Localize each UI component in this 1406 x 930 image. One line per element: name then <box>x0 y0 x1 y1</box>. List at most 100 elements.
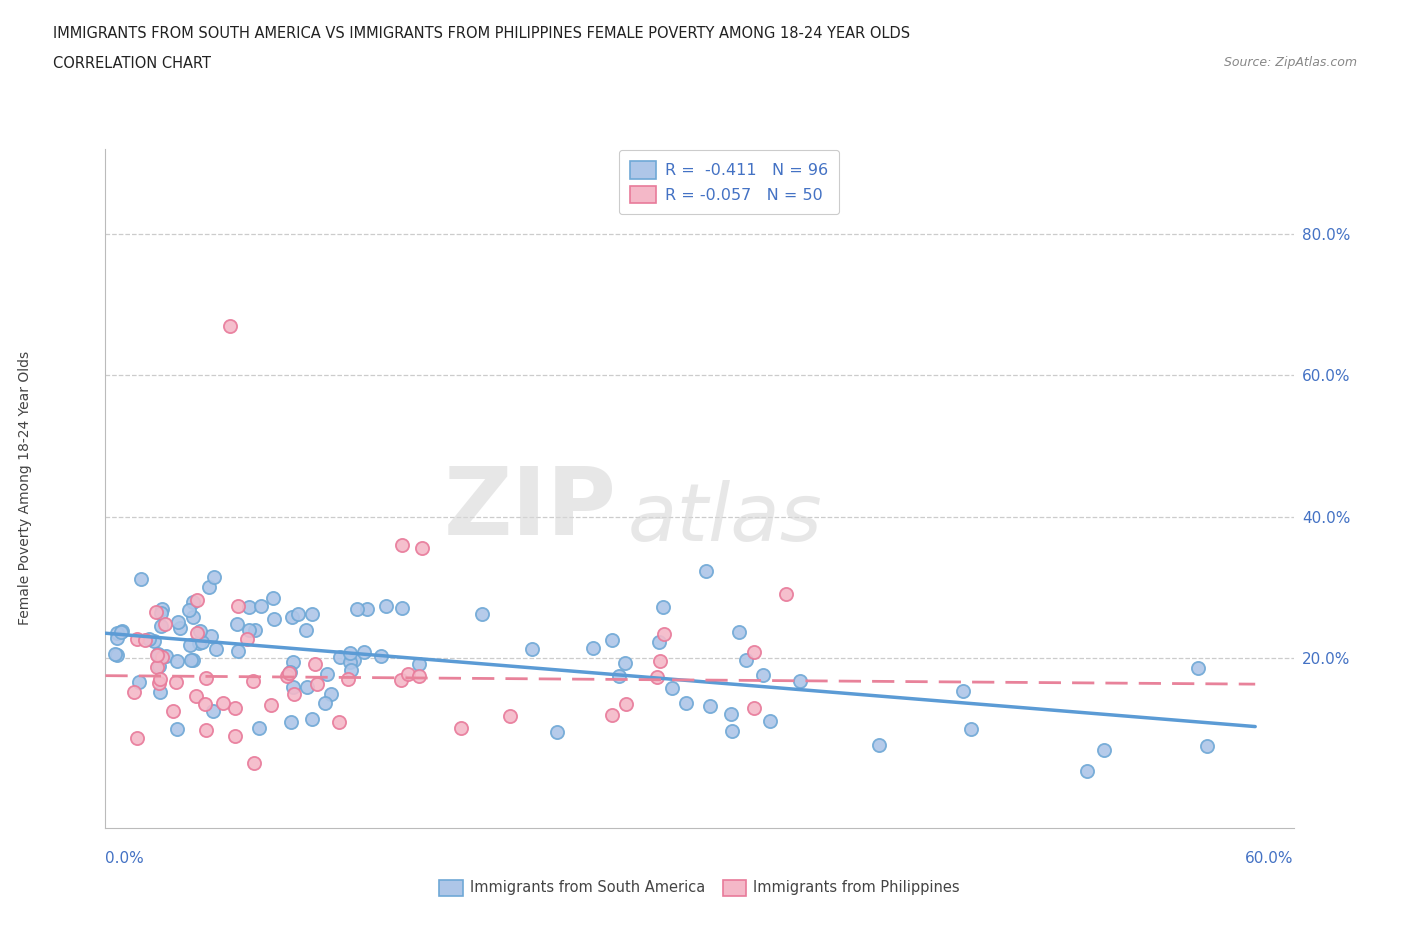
Point <box>127 731 149 746</box>
Point <box>225 617 247 631</box>
Point <box>188 623 211 638</box>
Point <box>148 671 170 686</box>
Point <box>759 713 782 728</box>
Point <box>278 666 301 681</box>
Point <box>391 538 413 552</box>
Point <box>245 622 267 637</box>
Point <box>150 605 173 620</box>
Point <box>600 707 623 722</box>
Point <box>952 684 974 698</box>
Point <box>868 737 890 752</box>
Text: IMMIGRANTS FROM SOUTH AMERICA VS IMMIGRANTS FROM PHILIPPINES FEMALE POVERTY AMON: IMMIGRANTS FROM SOUTH AMERICA VS IMMIGRA… <box>53 26 911 41</box>
Text: ZIP: ZIP <box>443 462 616 554</box>
Point <box>278 664 301 679</box>
Point <box>105 626 128 641</box>
Point <box>720 724 742 738</box>
Point <box>775 587 797 602</box>
Point <box>411 541 433 556</box>
Point <box>262 591 284 605</box>
Point <box>281 655 304 670</box>
Point <box>226 644 249 658</box>
Point <box>201 703 224 718</box>
Point <box>111 623 134 638</box>
Text: atlas: atlas <box>628 480 823 558</box>
Point <box>186 626 208 641</box>
Point <box>343 653 366 668</box>
Point <box>744 644 766 659</box>
Point <box>110 625 132 640</box>
Point <box>675 696 697 711</box>
Point <box>356 602 378 617</box>
Point <box>375 599 398 614</box>
Point <box>370 648 392 663</box>
Point <box>276 669 298 684</box>
Point <box>146 659 169 674</box>
Point <box>301 711 323 726</box>
Point <box>735 653 758 668</box>
Point <box>305 676 328 691</box>
Point <box>314 696 336 711</box>
Point <box>129 572 152 587</box>
Point <box>177 603 200 618</box>
Point <box>648 654 671 669</box>
Point <box>582 641 605 656</box>
Point <box>652 627 675 642</box>
Point <box>155 617 177 631</box>
Point <box>329 650 352 665</box>
Point <box>122 684 145 699</box>
Point <box>146 648 169 663</box>
Point <box>742 700 765 715</box>
Point <box>166 722 188 737</box>
Point <box>200 629 222 644</box>
Point <box>181 653 204 668</box>
Point <box>1197 739 1219 754</box>
Text: Female Poverty Among 18-24 Year Olds: Female Poverty Among 18-24 Year Olds <box>18 352 32 625</box>
Point <box>166 615 188 630</box>
Point <box>149 618 172 633</box>
Point <box>319 687 342 702</box>
Point <box>661 681 683 696</box>
Point <box>699 698 721 713</box>
Point <box>138 632 160 647</box>
Point <box>150 602 173 617</box>
Point <box>149 684 172 699</box>
Point <box>263 612 285 627</box>
Point <box>1092 742 1115 757</box>
Point <box>195 723 218 737</box>
Text: CORRELATION CHART: CORRELATION CHART <box>53 56 211 71</box>
Point <box>1187 660 1209 675</box>
Point <box>651 600 673 615</box>
Point <box>339 655 361 670</box>
Point <box>353 644 375 659</box>
Point <box>789 673 811 688</box>
Point <box>728 625 751 640</box>
Point <box>648 634 671 649</box>
Point <box>165 674 187 689</box>
Point <box>127 631 149 646</box>
Point <box>328 714 350 729</box>
Point <box>304 657 326 671</box>
Point <box>150 649 173 664</box>
Point <box>247 721 270 736</box>
Point <box>607 669 630 684</box>
Point <box>186 688 208 703</box>
Legend: Immigrants from South America, Immigrants from Philippines: Immigrants from South America, Immigrant… <box>432 872 967 903</box>
Point <box>260 698 283 712</box>
Point <box>471 606 494 621</box>
Point <box>183 595 205 610</box>
Point <box>211 696 233 711</box>
Point <box>546 724 568 739</box>
Point <box>146 646 169 661</box>
Point <box>315 667 337 682</box>
Text: 0.0%: 0.0% <box>105 851 145 866</box>
Point <box>1076 764 1098 778</box>
Point <box>283 686 305 701</box>
Point <box>105 631 128 645</box>
Text: Source: ZipAtlas.com: Source: ZipAtlas.com <box>1223 56 1357 69</box>
Point <box>339 645 361 660</box>
Point <box>287 606 309 621</box>
Point <box>128 674 150 689</box>
Point <box>134 633 156 648</box>
Text: 60.0%: 60.0% <box>1246 851 1294 866</box>
Point <box>224 700 246 715</box>
